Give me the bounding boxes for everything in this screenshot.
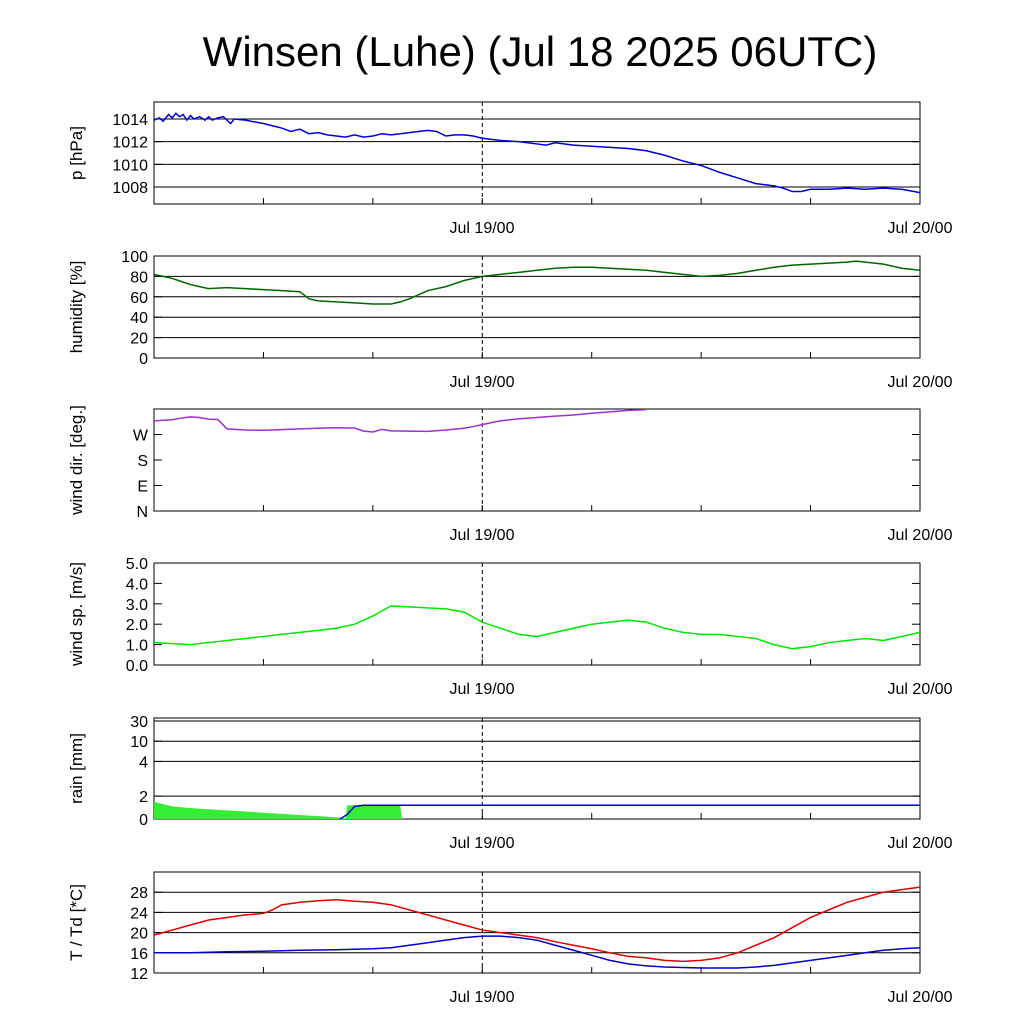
y-tick-label: 80	[130, 269, 148, 286]
x-tick-label: Jul 19/00	[450, 527, 515, 544]
y-axis-label: wind dir. [deg.]	[67, 405, 86, 516]
y-tick-label: 0.0	[126, 658, 148, 675]
panel-wind_speed: 0.0 1.0 2.0 3.0 4.0 5.0 wind sp. [m/s] Jul 19/0…	[67, 556, 953, 698]
x-tick-label: Jul 19/00	[450, 989, 515, 1006]
x-tick-label: Jul 20/00	[888, 527, 953, 544]
y-tick-label: 16	[130, 946, 148, 963]
y-tick-label: 40	[130, 310, 148, 327]
series-line-0	[153, 260, 921, 305]
y-axis-label: humidity [%]	[67, 261, 86, 354]
y-axis-label: wind sp. [m/s]	[67, 562, 86, 667]
x-tick-label: Jul 20/00	[888, 835, 953, 852]
x-tick-label: Jul 20/00	[888, 374, 953, 391]
y-tick-label: N	[136, 504, 148, 521]
y-tick-label: 1008	[112, 180, 148, 197]
panel-frame	[153, 717, 921, 820]
y-tick-label: 3.0	[126, 597, 148, 614]
panel-frame	[153, 562, 921, 666]
x-tick-label: Jul 20/00	[888, 681, 953, 698]
series-line-1	[339, 804, 920, 820]
y-tick-label: 1014	[112, 112, 148, 129]
y-tick-label: 4.0	[126, 576, 148, 593]
y-tick-label: 12	[130, 966, 148, 983]
y-tick-label: 20	[130, 926, 148, 943]
panel-pressure: 1008 1010 1012 1014 p [hPa] Jul 19/00 Jul 20/0…	[67, 101, 953, 237]
panel-frame	[153, 408, 921, 512]
series-line-0	[153, 408, 647, 433]
x-tick-label: Jul 19/00	[450, 220, 515, 237]
y-tick-label: 1.0	[126, 638, 148, 655]
y-tick-label: 0	[139, 351, 148, 368]
x-tick-label: Jul 19/00	[450, 681, 515, 698]
x-tick-label: Jul 19/00	[450, 835, 515, 852]
y-tick-label: 28	[130, 885, 148, 902]
series-line-T	[153, 886, 921, 963]
y-tick-label: 1012	[112, 135, 148, 152]
y-axis-label: p [hPa]	[67, 126, 86, 180]
panel-frame	[153, 871, 921, 974]
chart-title: Winsen (Luhe) (Jul 18 2025 06UTC)	[203, 28, 878, 75]
x-tick-label: Jul 20/00	[888, 220, 953, 237]
panel-humidity: 0 20 40 60 80 100 humidity [%] Jul 19/00 Jul 20/…	[67, 249, 953, 391]
panel-rain: 0 2 4 10 30 rain [mm] Jul 19/00 Jul 20/00	[67, 714, 953, 852]
y-tick-label: 0	[139, 812, 148, 829]
panel-frame	[153, 101, 921, 205]
series-line-0	[153, 605, 921, 650]
x-tick-label: Jul 19/00	[450, 374, 515, 391]
y-tick-label: 2.0	[126, 617, 148, 634]
y-tick-label: 4	[139, 754, 148, 771]
series-line-Td	[154, 935, 921, 969]
y-tick-label: 30	[130, 714, 148, 731]
y-tick-label: 100	[121, 249, 148, 266]
panel-temperature: 12 16 20 24 28 T / Td [*C] Jul 19/00 Jul 20/00	[67, 871, 953, 1006]
series-line-0	[153, 112, 921, 194]
y-tick-label: 10	[130, 734, 148, 751]
y-tick-label: S	[137, 453, 148, 470]
y-tick-label: 1010	[112, 157, 148, 174]
x-tick-label: Jul 20/00	[888, 989, 953, 1006]
y-axis-label: T / Td [*C]	[67, 884, 86, 961]
y-tick-label: 24	[130, 905, 148, 922]
y-tick-label: W	[133, 428, 149, 445]
y-tick-label: 2	[139, 789, 148, 806]
panel-frame	[153, 255, 921, 359]
rain-area-0	[154, 801, 403, 819]
y-tick-label: 5.0	[126, 556, 148, 573]
y-tick-label: 60	[130, 290, 148, 307]
y-tick-label: 20	[130, 331, 148, 348]
y-tick-label: E	[137, 479, 148, 496]
y-axis-label: rain [mm]	[67, 733, 86, 804]
